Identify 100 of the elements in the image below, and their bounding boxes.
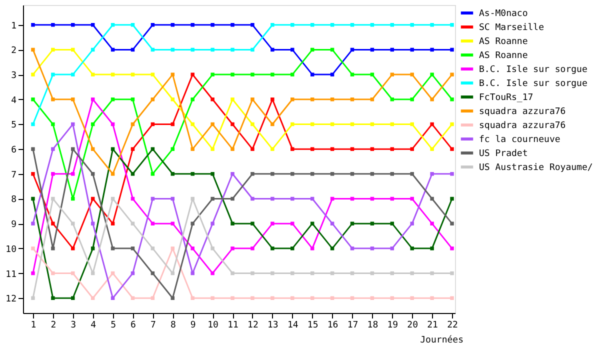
point (250, 23, 254, 27)
point (150, 72, 155, 76)
point (410, 172, 414, 176)
point (310, 72, 314, 76)
point (51, 72, 55, 76)
x-tick-label: 8 (170, 320, 176, 330)
point (250, 48, 254, 52)
point (270, 172, 274, 176)
point (450, 196, 454, 201)
point (130, 246, 135, 250)
point (450, 296, 454, 300)
point (51, 172, 55, 176)
point (71, 147, 75, 151)
point (390, 72, 394, 76)
point (51, 196, 55, 201)
point (370, 72, 374, 76)
point (110, 246, 115, 250)
point (430, 296, 434, 300)
point (410, 147, 414, 151)
point (210, 296, 214, 300)
point (410, 246, 414, 250)
x-tick-label: 11 (228, 320, 238, 330)
point (330, 172, 334, 176)
point (230, 23, 234, 27)
point (90, 147, 95, 151)
point (230, 196, 234, 201)
point (310, 296, 314, 300)
y-tick-label: 9 (11, 220, 16, 230)
point (130, 172, 135, 176)
point (170, 296, 175, 300)
point (330, 222, 334, 226)
point (190, 172, 194, 176)
point (370, 246, 374, 250)
point (51, 246, 55, 250)
point (31, 48, 35, 52)
x-tick-label: 21 (427, 320, 438, 330)
point (130, 147, 135, 151)
point (350, 222, 354, 226)
x-tick-label: 15 (307, 320, 318, 330)
y-tick-label: 6 (11, 146, 16, 156)
point (110, 98, 115, 102)
legend-label: FcTouRs_17 (479, 93, 534, 103)
point (350, 147, 354, 151)
point (290, 98, 294, 102)
point (310, 147, 314, 151)
y-tick-label: 3 (11, 71, 16, 82)
point (31, 72, 35, 76)
point (450, 122, 454, 126)
x-tick-label: 19 (387, 320, 398, 330)
legend-label: squadra azzura76 (479, 107, 566, 117)
point (90, 296, 95, 300)
point (450, 147, 454, 151)
point (210, 196, 214, 201)
point (430, 23, 434, 27)
legend-label: AS Roanne (479, 51, 528, 61)
legend-label: AS Roanne (479, 37, 528, 47)
point (150, 98, 155, 102)
legend-label: As-M0naco (479, 9, 528, 19)
point (230, 246, 234, 250)
point (130, 98, 135, 102)
point (71, 271, 75, 276)
point (110, 296, 115, 300)
point (210, 222, 214, 226)
x-tick-label: 10 (208, 320, 218, 330)
y-tick-label: 4 (11, 96, 16, 106)
point (370, 147, 374, 151)
point (51, 23, 55, 27)
point (270, 246, 274, 250)
legend-label: B.C. Isle sur sorgue (479, 79, 588, 89)
point (290, 147, 294, 151)
point (330, 98, 334, 102)
point (71, 23, 75, 27)
point (370, 172, 374, 176)
x-tick-label: 12 (248, 320, 258, 330)
point (410, 23, 414, 27)
point (390, 172, 394, 176)
point (190, 271, 194, 276)
point (330, 147, 334, 151)
point (150, 147, 155, 151)
point (390, 246, 394, 250)
y-tick-label: 10 (6, 244, 16, 255)
point (71, 98, 75, 102)
legend-label: US Pradet (479, 149, 528, 159)
point (270, 122, 274, 126)
point (350, 172, 354, 176)
point (290, 72, 294, 76)
y-tick-label: 11 (6, 270, 16, 280)
y-tick-label: 12 (6, 294, 16, 305)
point (71, 196, 75, 201)
point (170, 246, 175, 250)
point (31, 196, 35, 201)
point (390, 222, 394, 226)
point (270, 222, 274, 226)
point (290, 296, 294, 300)
point (31, 246, 35, 250)
point (310, 246, 314, 250)
point (230, 222, 234, 226)
point (90, 72, 95, 76)
y-tick-label: 5 (11, 120, 16, 131)
point (31, 222, 35, 226)
